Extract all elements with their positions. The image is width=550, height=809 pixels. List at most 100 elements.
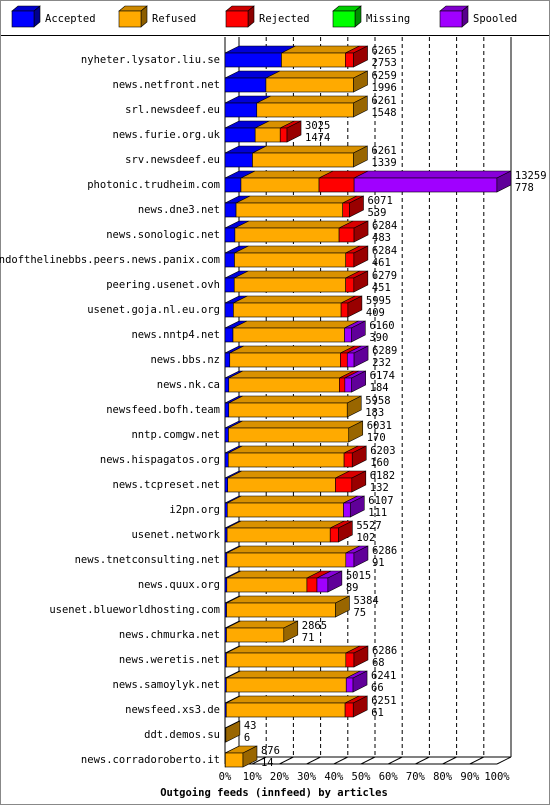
category-label: endofthelinebbs.peers.news.panix.com: [0, 254, 220, 266]
bar-top: [233, 321, 359, 328]
legend-label: Missing: [366, 13, 410, 25]
accepted-label: 409: [366, 307, 385, 319]
bar-top: [235, 221, 353, 228]
bar-top: [257, 96, 368, 103]
total-label: 6286: [372, 645, 397, 657]
bar-front: [339, 378, 344, 392]
accepted-label: 6: [244, 732, 250, 744]
accepted-label: 778: [515, 182, 534, 194]
bar-front: [234, 278, 345, 292]
bar-top: [227, 521, 344, 528]
bar-front: [346, 553, 354, 567]
bar-front: [255, 128, 280, 142]
bar-segment: [234, 271, 359, 292]
bar-front: [225, 78, 266, 92]
accepted-label: 1548: [371, 107, 396, 119]
bar-top: [236, 196, 357, 203]
bar-front: [307, 578, 317, 592]
category-label: news.nk.ca: [157, 379, 220, 391]
category-label: news.corradoroberto.it: [81, 754, 220, 766]
accepted-label: 91: [372, 557, 385, 569]
bar-front: [335, 478, 351, 492]
total-label: 6031: [367, 420, 392, 432]
bar-front: [319, 178, 354, 192]
bar-front: [225, 303, 233, 317]
total-label: 43: [244, 720, 257, 732]
category-label: usenet.blueworldhosting.com: [49, 604, 220, 616]
bar-front: [225, 403, 229, 417]
total-label: 6286: [372, 545, 397, 557]
total-label: 5384: [353, 595, 378, 607]
accepted-label: 232: [372, 357, 391, 369]
bar-front: [345, 53, 353, 67]
bar-front: [343, 203, 350, 217]
category-label: peering.usenet.ovh: [106, 279, 220, 291]
bar-front: [225, 353, 230, 367]
bar-front: [344, 453, 352, 467]
accepted-label: 89: [346, 582, 359, 594]
bar-front: [343, 503, 350, 517]
x-tick-label: 10%: [243, 771, 263, 783]
bar-top: [226, 696, 359, 703]
bar-front: [225, 178, 241, 192]
bar-segment: [266, 71, 368, 92]
bar-top: [234, 246, 359, 253]
bar-segment: [227, 546, 360, 567]
x-tick-label: 30%: [297, 771, 317, 783]
accepted-label: 483: [372, 232, 391, 244]
total-label: 6160: [369, 320, 394, 332]
bar-front: [225, 53, 281, 67]
x-tick-label: 100%: [484, 771, 510, 783]
accepted-label: 170: [367, 432, 386, 444]
bar-front: [225, 378, 229, 392]
x-tick-label: 20%: [270, 771, 290, 783]
bar-segment: [227, 496, 357, 517]
bar-front: [226, 678, 346, 692]
x-tick-label: 80%: [433, 771, 453, 783]
category-label: newsfeed.xs3.de: [125, 704, 220, 716]
bar-segment: [252, 146, 367, 167]
category-label: news.samoylyk.net: [113, 679, 220, 691]
total-label: 876: [261, 745, 280, 757]
total-label: 6261: [371, 95, 396, 107]
bar-front: [346, 678, 353, 692]
total-label: 13259: [515, 170, 547, 182]
legend-swatch: [440, 11, 462, 27]
x-tick-label: 60%: [379, 771, 399, 783]
bar-top: [227, 546, 360, 553]
bar-front: [225, 528, 227, 542]
category-label: news.tnetconsulting.net: [75, 554, 220, 566]
legend-swatch: [333, 11, 355, 27]
bar-front: [317, 578, 328, 592]
bar-top: [234, 271, 359, 278]
bar-front: [225, 128, 255, 142]
total-label: 6174: [370, 370, 395, 382]
accepted-label: 160: [370, 457, 389, 469]
category-label: news.furie.org.uk: [113, 129, 221, 141]
bar-front: [225, 103, 257, 117]
x-tick-label: 70%: [406, 771, 426, 783]
bar-front: [330, 528, 338, 542]
accepted-label: 1474: [305, 132, 330, 144]
bar-front: [345, 328, 352, 342]
bar-segment: [226, 646, 359, 667]
bar-front: [228, 428, 348, 442]
bar-segment: [229, 396, 361, 417]
category-label: news.quux.org: [138, 579, 220, 591]
bar-front: [229, 378, 340, 392]
bar-front: [227, 553, 346, 567]
bar-front: [226, 653, 345, 667]
category-label: srv.newsdeef.eu: [125, 154, 220, 166]
bar-front: [225, 453, 228, 467]
accepted-label: 75: [353, 607, 366, 619]
bar-top: [228, 421, 362, 428]
bar-segment: [228, 421, 362, 442]
accepted-label: 111: [368, 507, 387, 519]
total-label: 2865: [302, 620, 327, 632]
bar-front: [225, 503, 227, 517]
x-tick-label: 50%: [352, 771, 372, 783]
category-label: srl.newsdeef.eu: [125, 104, 220, 116]
bar-top: [354, 171, 511, 178]
bar-top: [227, 571, 321, 578]
